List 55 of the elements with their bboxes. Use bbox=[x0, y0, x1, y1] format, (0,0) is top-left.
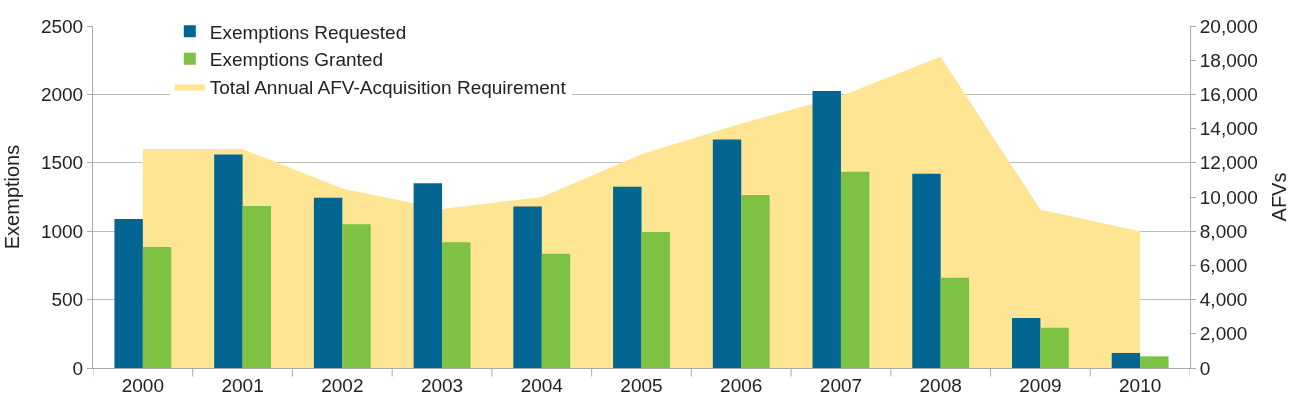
y2-tick-label: 10,000 bbox=[1199, 186, 1258, 208]
legend-label: Exemptions Granted bbox=[209, 49, 383, 71]
bar bbox=[313, 197, 343, 368]
bar bbox=[1011, 318, 1041, 368]
y2-tick-label: 20,000 bbox=[1199, 15, 1258, 37]
x-tick-label: 2002 bbox=[321, 374, 364, 396]
bar bbox=[712, 139, 742, 368]
bar bbox=[812, 90, 841, 368]
y-tick-label: 2000 bbox=[40, 84, 84, 106]
y2-tick-label: 18,000 bbox=[1199, 49, 1258, 71]
bar bbox=[114, 218, 143, 368]
bar bbox=[413, 183, 443, 368]
bar bbox=[541, 253, 571, 368]
bar bbox=[242, 205, 272, 368]
y2-tick-label: 6,000 bbox=[1199, 255, 1248, 277]
bar bbox=[641, 231, 670, 368]
x-tick-label: 2004 bbox=[520, 374, 564, 396]
x-tick-label: 2005 bbox=[620, 374, 663, 396]
y-tick-label: 1500 bbox=[40, 152, 84, 174]
bar bbox=[840, 171, 870, 368]
bar bbox=[513, 206, 542, 368]
y2-tick-label: 12,000 bbox=[1199, 152, 1258, 174]
y-tick-label: 1000 bbox=[40, 220, 84, 242]
bar bbox=[1040, 327, 1069, 368]
y2-tick-label: 4,000 bbox=[1199, 289, 1248, 311]
x-tick-label: 2001 bbox=[221, 374, 264, 396]
x-tick-label: 2010 bbox=[1119, 374, 1162, 396]
x-tick-label: 2009 bbox=[1019, 374, 1062, 396]
bar bbox=[741, 194, 770, 368]
y2-tick-label: 14,000 bbox=[1199, 118, 1258, 140]
bar bbox=[912, 173, 941, 368]
y2-tick-label: 16,000 bbox=[1199, 84, 1258, 106]
y2-tick-label: 8,000 bbox=[1199, 220, 1248, 242]
legend-label: Exemptions Requested bbox=[209, 21, 407, 43]
bar bbox=[214, 154, 243, 368]
y2-tick-label: 0 bbox=[1199, 357, 1211, 379]
x-tick-label: 2003 bbox=[420, 374, 464, 396]
bar bbox=[1111, 352, 1141, 368]
bar bbox=[1140, 356, 1169, 368]
legend-label: Total Annual AFV-Acquisition Requirement bbox=[209, 76, 567, 98]
bar bbox=[142, 246, 172, 368]
y2-axis-title: AFVs bbox=[1268, 172, 1291, 222]
bar bbox=[613, 186, 642, 368]
bar bbox=[442, 242, 471, 368]
y-axis-title: Exemptions bbox=[1, 144, 24, 250]
y2-tick-label: 2,000 bbox=[1199, 323, 1248, 345]
y-tick-label: 500 bbox=[51, 289, 84, 311]
x-tick-label: 2008 bbox=[919, 374, 962, 396]
x-tick-label: 2007 bbox=[819, 374, 863, 396]
x-tick-label: 2006 bbox=[720, 374, 763, 396]
x-tick-label: 2000 bbox=[121, 374, 164, 396]
y-tick-label: 0 bbox=[72, 357, 84, 379]
y-tick-label: 2500 bbox=[40, 15, 84, 37]
bar bbox=[342, 224, 371, 368]
bar bbox=[940, 277, 970, 368]
